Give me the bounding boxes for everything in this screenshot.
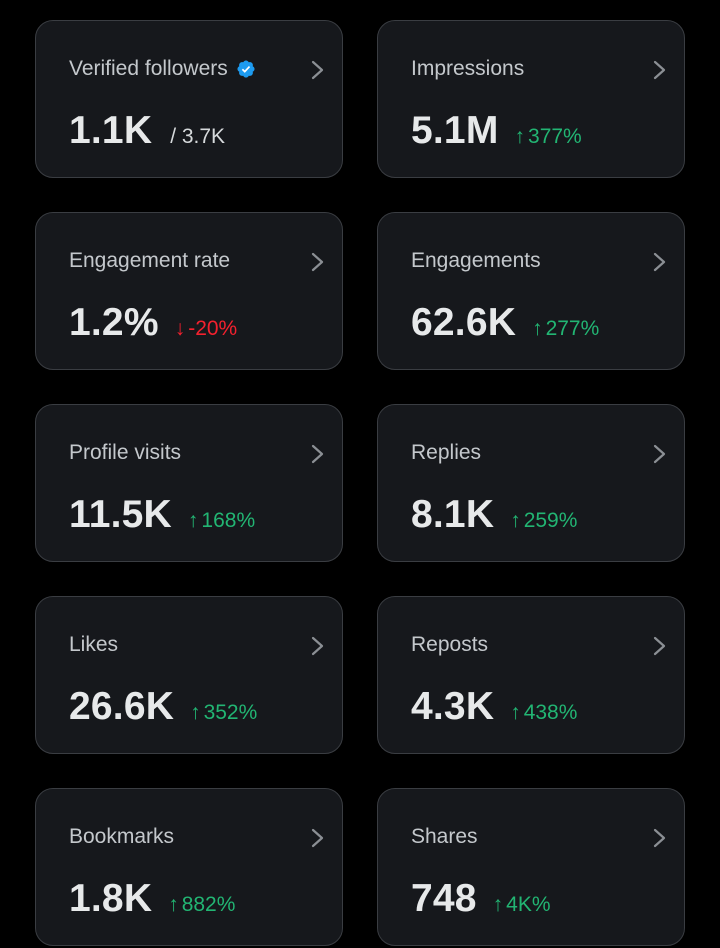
metric-title: Profile visits xyxy=(69,441,182,464)
metric-change-value: 277% xyxy=(545,317,600,340)
metric-change-value: 168% xyxy=(201,509,256,532)
metric-title: Replies xyxy=(411,441,482,464)
metric-value-row: 1.2% ↓ -20% xyxy=(69,301,237,345)
metric-change: ↑ 882% xyxy=(168,893,235,917)
metric-change: ↑ 277% xyxy=(532,317,599,341)
metric-card-shares[interactable]: Shares 748 ↑ 4K% xyxy=(377,788,685,946)
metric-card-reposts[interactable]: Reposts 4.3K ↑ 438% xyxy=(377,596,685,754)
metric-value-row: 26.6K ↑ 352% xyxy=(69,685,257,729)
metric-title-row: Reposts xyxy=(411,633,488,657)
chevron-right-icon xyxy=(653,444,666,464)
metric-total: / 3.7K xyxy=(170,125,226,148)
metric-change: ↓ -20% xyxy=(175,317,238,341)
metric-change-value: 259% xyxy=(523,509,578,532)
chevron-right-icon xyxy=(311,252,324,272)
metric-change: ↑ 438% xyxy=(510,701,577,725)
verified-badge-icon xyxy=(237,60,255,78)
metric-value-row: 62.6K ↑ 277% xyxy=(411,301,599,345)
chevron-right-icon xyxy=(653,828,666,848)
metric-change: ↑ 4K% xyxy=(493,893,551,917)
arrow-down-icon: ↓ xyxy=(174,317,186,340)
metric-change-value: -20% xyxy=(188,317,238,340)
metric-value-row: 748 ↑ 4K% xyxy=(411,877,551,921)
metric-card-bookmarks[interactable]: Bookmarks 1.8K ↑ 882% xyxy=(35,788,343,946)
arrow-up-icon: ↑ xyxy=(514,125,526,148)
metric-title-row: Impressions xyxy=(411,57,524,81)
metric-value-row: 8.1K ↑ 259% xyxy=(411,493,577,537)
metric-title-row: Profile visits xyxy=(69,441,181,465)
metric-change-value: 377% xyxy=(528,125,582,148)
metric-change-value: 352% xyxy=(203,701,258,724)
metric-card-engagement-rate[interactable]: Engagement rate 1.2% ↓ -20% xyxy=(35,212,343,370)
metric-change-value: 882% xyxy=(181,893,236,916)
chevron-right-icon xyxy=(653,60,666,80)
metric-change: ↑ 352% xyxy=(190,701,257,725)
metric-title: Impressions xyxy=(411,57,525,80)
arrow-up-icon: ↑ xyxy=(190,701,201,724)
metric-title-row: Verified followers xyxy=(69,57,256,81)
metric-value-row: 1.8K ↑ 882% xyxy=(69,877,235,921)
arrow-up-icon: ↑ xyxy=(187,509,199,532)
chevron-right-icon xyxy=(311,444,324,464)
metric-change: ↑ 377% xyxy=(515,125,582,149)
arrow-up-icon: ↑ xyxy=(168,893,179,916)
metric-title: Engagements xyxy=(411,249,541,272)
arrow-up-icon: ↑ xyxy=(492,893,504,916)
metric-title-row: Engagements xyxy=(411,249,541,273)
metric-value: 1.1K xyxy=(69,109,153,152)
arrow-up-icon: ↑ xyxy=(510,701,521,724)
metric-title: Verified followers xyxy=(69,57,228,80)
metric-card-likes[interactable]: Likes 26.6K ↑ 352% xyxy=(35,596,343,754)
metric-change-value: 438% xyxy=(523,701,578,724)
metric-value-row: 11.5K ↑ 168% xyxy=(69,493,255,537)
chevron-right-icon xyxy=(653,252,666,272)
metric-value: 8.1K xyxy=(411,493,495,536)
metric-value-row: 5.1M ↑ 377% xyxy=(411,109,582,153)
chevron-right-icon xyxy=(311,828,324,848)
metric-value-row: 4.3K ↑ 438% xyxy=(411,685,577,729)
metric-change: ↑ 168% xyxy=(188,509,255,533)
metric-value: 1.8K xyxy=(69,877,153,920)
metric-title: Likes xyxy=(69,633,119,656)
metric-card-replies[interactable]: Replies 8.1K ↑ 259% xyxy=(377,404,685,562)
metric-title: Shares xyxy=(411,825,478,848)
metric-value: 11.5K xyxy=(69,493,172,536)
arrow-up-icon: ↑ xyxy=(510,509,521,532)
metric-value: 748 xyxy=(411,877,477,920)
metric-card-verified-followers[interactable]: Verified followers 1.1K / 3.7K xyxy=(35,20,343,178)
metric-card-profile-visits[interactable]: Profile visits 11.5K ↑ 168% xyxy=(35,404,343,562)
metric-value: 26.6K xyxy=(69,685,175,728)
chevron-right-icon xyxy=(311,636,324,656)
metric-title: Reposts xyxy=(411,633,489,656)
metric-title-row: Replies xyxy=(411,441,481,465)
metric-title: Bookmarks xyxy=(69,825,175,848)
metric-change-value: 4K% xyxy=(506,893,551,916)
metric-card-engagements[interactable]: Engagements 62.6K ↑ 277% xyxy=(377,212,685,370)
metric-title-row: Shares xyxy=(411,825,478,849)
metric-change: ↑ 259% xyxy=(510,509,577,533)
metric-title-row: Likes xyxy=(69,633,118,657)
metric-value: 5.1M xyxy=(411,109,499,152)
metric-value: 1.2% xyxy=(69,301,159,344)
metric-value: 62.6K xyxy=(411,301,517,344)
chevron-right-icon xyxy=(311,60,324,80)
metric-title-row: Bookmarks xyxy=(69,825,174,849)
chevron-right-icon xyxy=(653,636,666,656)
metric-value-row: 1.1K / 3.7K xyxy=(69,109,225,153)
metric-value: 4.3K xyxy=(411,685,495,728)
metric-title: Engagement rate xyxy=(69,249,231,272)
arrow-up-icon: ↑ xyxy=(532,317,543,340)
metric-title-row: Engagement rate xyxy=(69,249,230,273)
metric-card-impressions[interactable]: Impressions 5.1M ↑ 377% xyxy=(377,20,685,178)
